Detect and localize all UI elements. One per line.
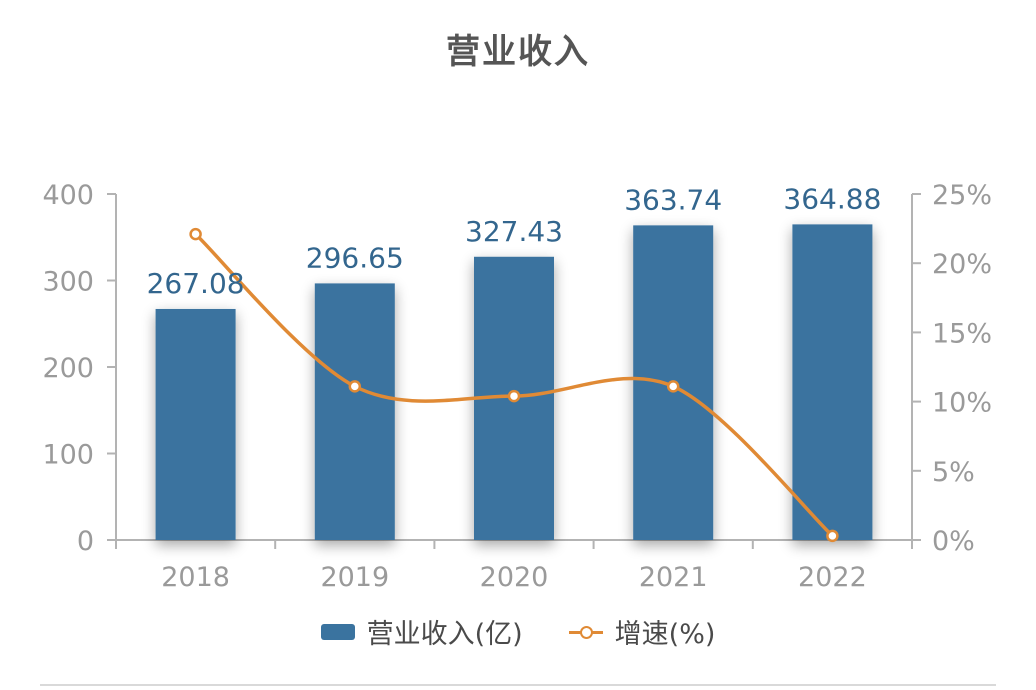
left-axis-tick-label: 0 (77, 526, 94, 557)
legend-item-growth[interactable]: 增速(%) (568, 612, 716, 651)
right-axis-tick-label: 0% (932, 526, 975, 557)
x-axis-tick-label: 2021 (639, 562, 708, 593)
left-axis-tick-label: 400 (42, 180, 94, 211)
bar-value-label-2019: 296.65 (306, 241, 404, 274)
bottom-divider (40, 684, 996, 686)
x-axis-tick-label: 2020 (480, 562, 549, 593)
growth-point-2022[interactable] (826, 529, 839, 543)
bar-value-label-2020: 327.43 (465, 215, 563, 248)
x-axis-tick-label: 2019 (320, 562, 389, 593)
right-axis-tick-label: 10% (932, 388, 992, 419)
bar-2019[interactable] (314, 283, 395, 540)
growth-point-2020[interactable] (507, 389, 521, 403)
bar-2018[interactable] (155, 308, 236, 540)
x-axis-tick-label: 2022 (798, 562, 867, 593)
growth-point-2018[interactable] (189, 227, 202, 241)
bar-2022[interactable] (792, 224, 873, 541)
right-axis-tick-label: 15% (932, 318, 992, 349)
chart-legend: 营业收入(亿) 增速(%) (0, 612, 1036, 651)
bar-value-label-2022: 364.88 (783, 182, 881, 215)
left-axis-tick-label: 100 (42, 440, 94, 471)
right-axis-tick-label: 5% (932, 457, 975, 488)
left-axis-tick-label: 300 (42, 267, 94, 298)
legend-bar-swatch-icon (320, 623, 355, 640)
growth-point-2021[interactable] (666, 380, 680, 393)
legend-line-swatch-icon (568, 624, 603, 640)
growth-point-2019[interactable] (348, 380, 362, 393)
x-axis-tick-label: 2018 (161, 562, 230, 593)
legend-label-growth: 增速(%) (614, 619, 716, 650)
bar-value-label-2018: 267.08 (147, 267, 245, 300)
left-axis-tick-label: 200 (42, 353, 94, 384)
chart-title: 营业收入 (446, 32, 590, 72)
right-axis-tick-label: 25% (932, 180, 992, 211)
legend-label-revenue: 营业收入(亿) (366, 619, 523, 650)
bar-value-label-2021: 363.74 (624, 183, 722, 216)
legend-item-revenue[interactable]: 营业收入(亿) (320, 612, 523, 651)
right-axis-tick-label: 20% (932, 249, 992, 280)
